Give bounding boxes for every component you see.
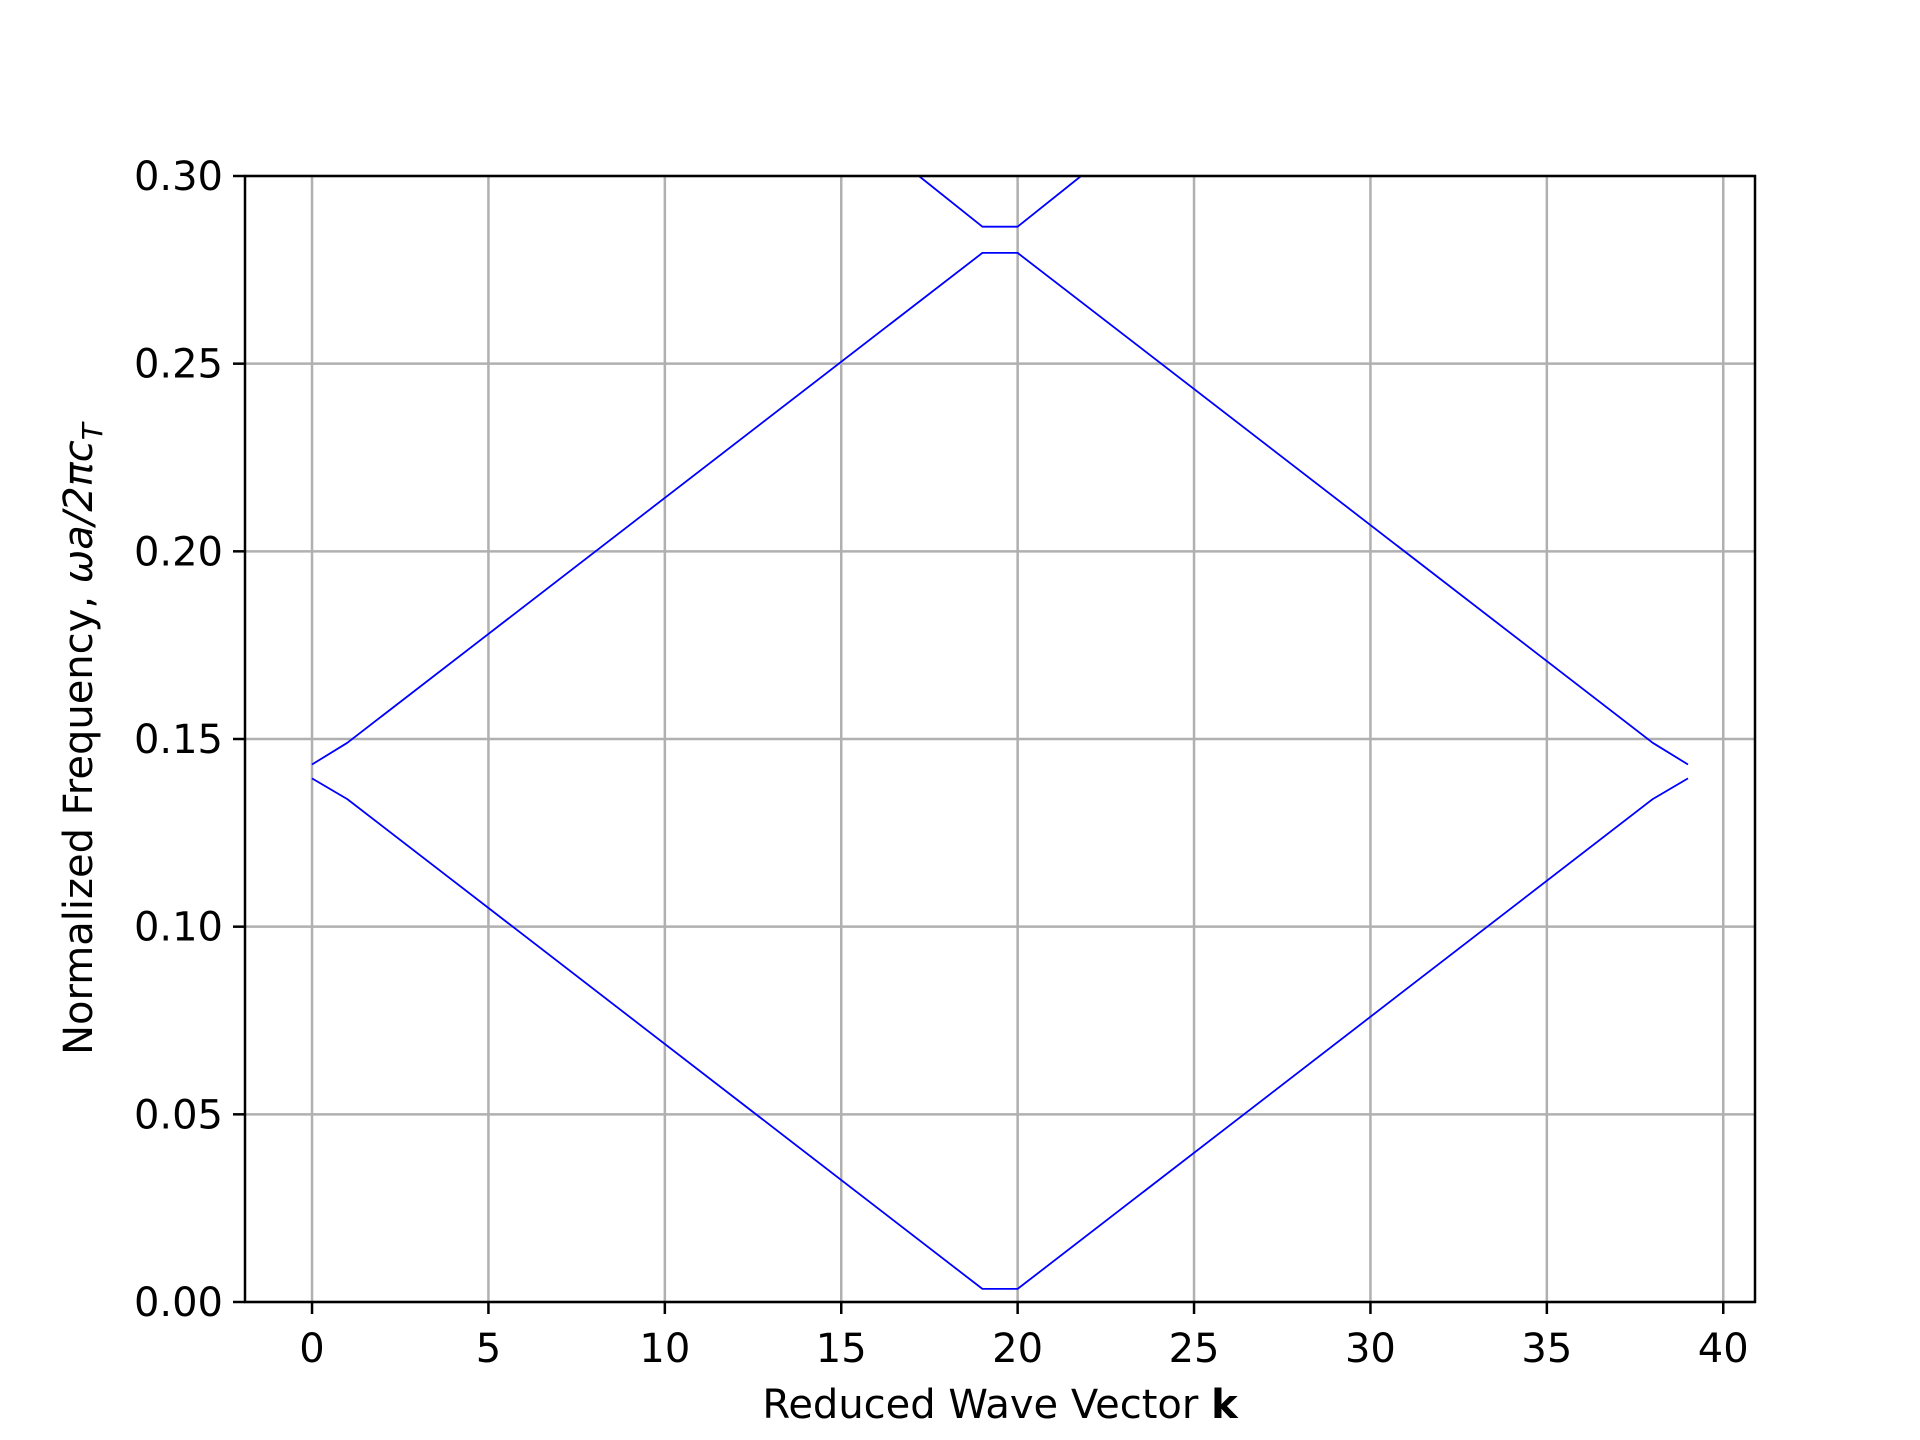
x-tick-label-8: 40 [1698, 1326, 1749, 1372]
y-axis-label: Normalized Frequency, ωa/2πcT [56, 421, 109, 1055]
band-line-1 [311, 777, 1689, 1290]
grid-lines [245, 174, 1755, 1304]
band-line-2 [311, 251, 1689, 766]
x-tick-label-3: 15 [816, 1326, 867, 1372]
x-tick-label-7: 35 [1521, 1326, 1572, 1372]
y-tick-label-5: 0.25 [134, 342, 223, 388]
axis-labels: Reduced Wave Vector k Normalized Frequen… [56, 421, 1239, 1428]
y-tick-label-0: 0.00 [134, 1280, 223, 1326]
x-tick-label-6: 30 [1345, 1326, 1396, 1372]
x-tick-label-2: 10 [639, 1326, 690, 1372]
x-tick-label-4: 20 [992, 1326, 1043, 1372]
x-axis-label: Reduced Wave Vector k [762, 1382, 1239, 1428]
band-line-3 [918, 175, 1082, 228]
y-tick-label-6: 0.30 [134, 154, 223, 200]
axis-ticks: 0 5 10 15 20 25 30 35 40 0.00 0.05 0.10 0.15 0.20 0.25… [134, 154, 1749, 1372]
x-tick-label-1: 5 [476, 1326, 501, 1372]
series-lines [311, 175, 1689, 1290]
y-tick-label-1: 0.05 [134, 1092, 223, 1138]
y-tick-label-2: 0.10 [134, 905, 223, 951]
y-tick-label-4: 0.20 [134, 529, 223, 575]
x-tick-label-5: 25 [1169, 1326, 1220, 1372]
y-tick-label-3: 0.15 [134, 717, 223, 763]
x-tick-label-0: 0 [299, 1326, 324, 1372]
